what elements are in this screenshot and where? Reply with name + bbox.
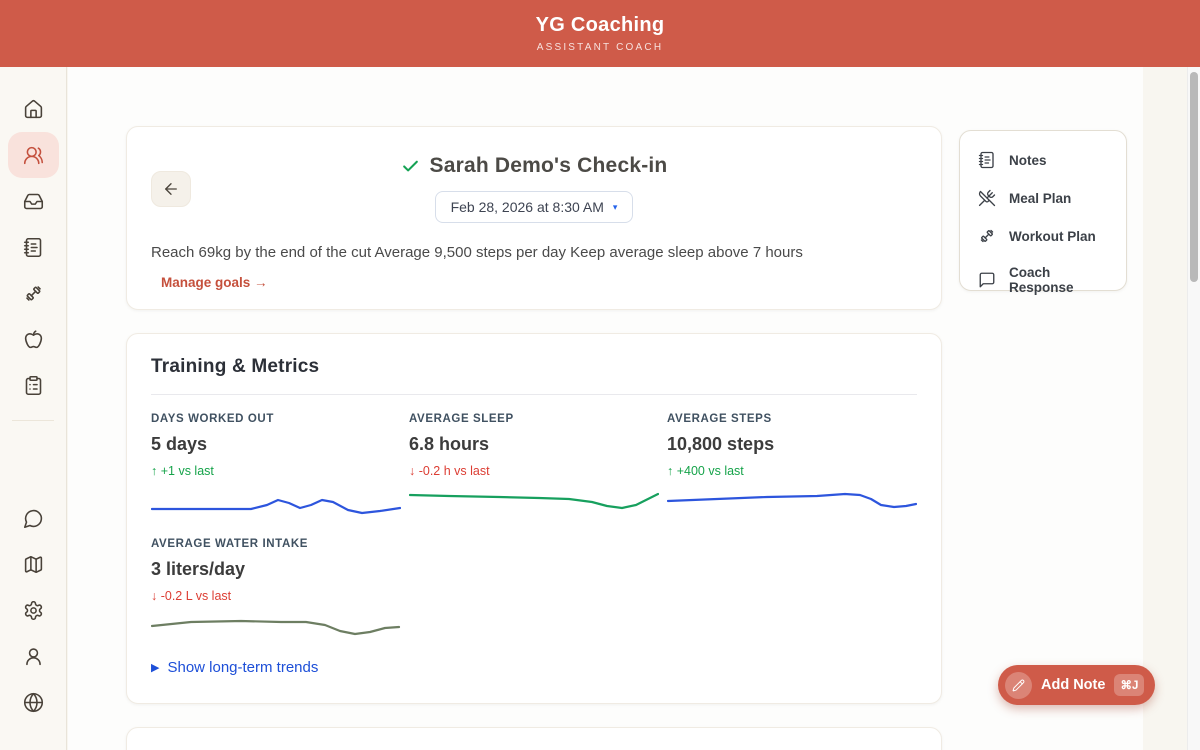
inbox-icon	[23, 191, 44, 212]
sidebar-item-clients[interactable]	[7, 132, 59, 178]
metric-label: AVERAGE WATER INTAKE	[151, 538, 309, 550]
metric-value: 5 days	[151, 434, 208, 454]
app-title: YG Coaching	[535, 14, 665, 36]
apple-icon	[23, 329, 44, 350]
sidebar-item-checkins[interactable]	[8, 224, 59, 270]
back-button[interactable]	[151, 171, 191, 207]
sidebar-item-settings[interactable]	[8, 587, 59, 633]
scrollbar-thumb[interactable]	[1190, 72, 1198, 282]
sidebar-item-messages[interactable]	[8, 495, 59, 541]
goals-summary: Reach 69kg by the end of the cut Average…	[151, 244, 803, 261]
quicknav-item-coach-response[interactable]: Coach Response	[960, 255, 1126, 305]
sparkline-chart	[151, 498, 401, 515]
training-metrics-card: Training & Metrics DAYS WORKED OUT 5 day…	[126, 333, 942, 704]
scrollbar-track[interactable]	[1187, 67, 1200, 750]
metric-label: AVERAGE STEPS	[667, 413, 772, 425]
metric-value: 3 liters/day	[151, 559, 246, 579]
chevron-down-icon: ▾	[612, 201, 618, 212]
app-header: YG Coaching ASSISTANT COACH	[0, 0, 1200, 67]
triangle-right-icon: ▶	[151, 662, 160, 674]
gear-icon	[23, 600, 44, 621]
metric-average-water-intake: AVERAGE WATER INTAKE 3 liters/day ↓ -0.2…	[151, 538, 401, 644]
utensils-icon	[978, 189, 996, 207]
sidebar-item-inbox[interactable]	[8, 178, 59, 224]
sidebar-item-profile[interactable]	[8, 633, 59, 679]
metric-delta: ↑ +1 vs last	[151, 464, 214, 478]
sparkline-chart	[409, 492, 659, 510]
date-value: Feb 28, 2026 at 8:30 AM	[450, 199, 604, 215]
quicknav-label: Notes	[1009, 152, 1047, 168]
notebook-icon	[23, 237, 44, 258]
section-divider	[151, 394, 917, 395]
add-note-label: Add Note	[1041, 677, 1106, 693]
quicknav-label: Meal Plan	[1009, 190, 1072, 206]
home-icon	[23, 99, 44, 120]
metric-label: DAYS WORKED OUT	[151, 413, 274, 425]
metric-days-worked-out: DAYS WORKED OUT 5 days ↑ +1 vs last	[151, 413, 401, 519]
show-trends-label: Show long-term trends	[167, 659, 319, 676]
sparkline-chart	[667, 492, 917, 509]
date-selector[interactable]: Feb 28, 2026 at 8:30 AM ▾	[434, 191, 634, 223]
quicknav-label: Coach Response	[1009, 265, 1074, 295]
show-trends-link[interactable]: ▶ Show long-term trends	[151, 659, 917, 676]
add-note-button[interactable]: Add Note ⌘J	[998, 665, 1155, 705]
metric-average-steps: AVERAGE STEPS 10,800 steps ↑ +400 vs las…	[667, 413, 917, 519]
metric-grid: DAYS WORKED OUT 5 days ↑ +1 vs last AVER…	[151, 413, 917, 644]
sidebar-item-nutrition[interactable]	[8, 316, 59, 362]
map-icon	[23, 554, 44, 575]
sidebar-divider	[12, 420, 54, 421]
pencil-icon	[1005, 671, 1032, 699]
quicknav-item-meal-plan[interactable]: Meal Plan	[960, 179, 1126, 217]
globe-icon	[23, 692, 44, 713]
sidebar-item-home[interactable]	[8, 86, 59, 132]
speech-bubble-icon	[978, 271, 996, 289]
dumbbell-icon	[23, 283, 44, 304]
metric-value: 6.8 hours	[409, 434, 490, 454]
quicknav-item-workout-plan[interactable]: Workout Plan	[960, 217, 1126, 255]
check-icon	[401, 157, 420, 176]
sidebar-item-plans[interactable]	[8, 362, 59, 408]
sidebar-item-workouts[interactable]	[8, 270, 59, 316]
quick-nav-panel: Notes Meal Plan Workout Plan Coach Respo…	[959, 130, 1127, 295]
sidebar-item-map[interactable]	[8, 541, 59, 587]
metric-average-sleep: AVERAGE SLEEP 6.8 hours ↓ -0.2 h vs last	[409, 413, 659, 519]
user-icon	[23, 646, 44, 667]
quicknav-item-notes[interactable]: Notes	[960, 141, 1126, 179]
sparkline-chart	[151, 619, 401, 636]
manage-goals-link[interactable]: Manage goals →	[161, 275, 268, 290]
arrow-left-icon	[165, 183, 177, 195]
metric-delta: ↓ -0.2 L vs last	[151, 589, 232, 603]
notebook-icon	[978, 151, 996, 169]
metric-delta: ↓ -0.2 h vs last	[409, 464, 490, 478]
next-section-card	[126, 727, 942, 750]
sidebar-item-web[interactable]	[8, 679, 59, 725]
sidebar	[0, 67, 67, 750]
quicknav-label: Workout Plan	[1009, 228, 1096, 244]
metric-delta: ↑ +400 vs last	[667, 464, 744, 478]
users-icon	[23, 145, 44, 166]
chat-bubble-icon	[23, 508, 44, 529]
app-subtitle: ASSISTANT COACH	[536, 42, 664, 53]
section-title: Training & Metrics	[151, 356, 320, 377]
checkin-card: Sarah Demo's Check-in Feb 28, 2026 at 8:…	[126, 126, 942, 310]
checkin-title: Sarah Demo's Check-in	[429, 154, 668, 177]
keyboard-shortcut-badge: ⌘J	[1114, 674, 1145, 696]
main-content: Sarah Demo's Check-in Feb 28, 2026 at 8:…	[68, 67, 1143, 750]
clipboard-icon	[23, 375, 44, 396]
metric-value: 10,800 steps	[667, 434, 775, 454]
metric-label: AVERAGE SLEEP	[409, 413, 514, 425]
dumbbell-icon	[978, 227, 996, 245]
